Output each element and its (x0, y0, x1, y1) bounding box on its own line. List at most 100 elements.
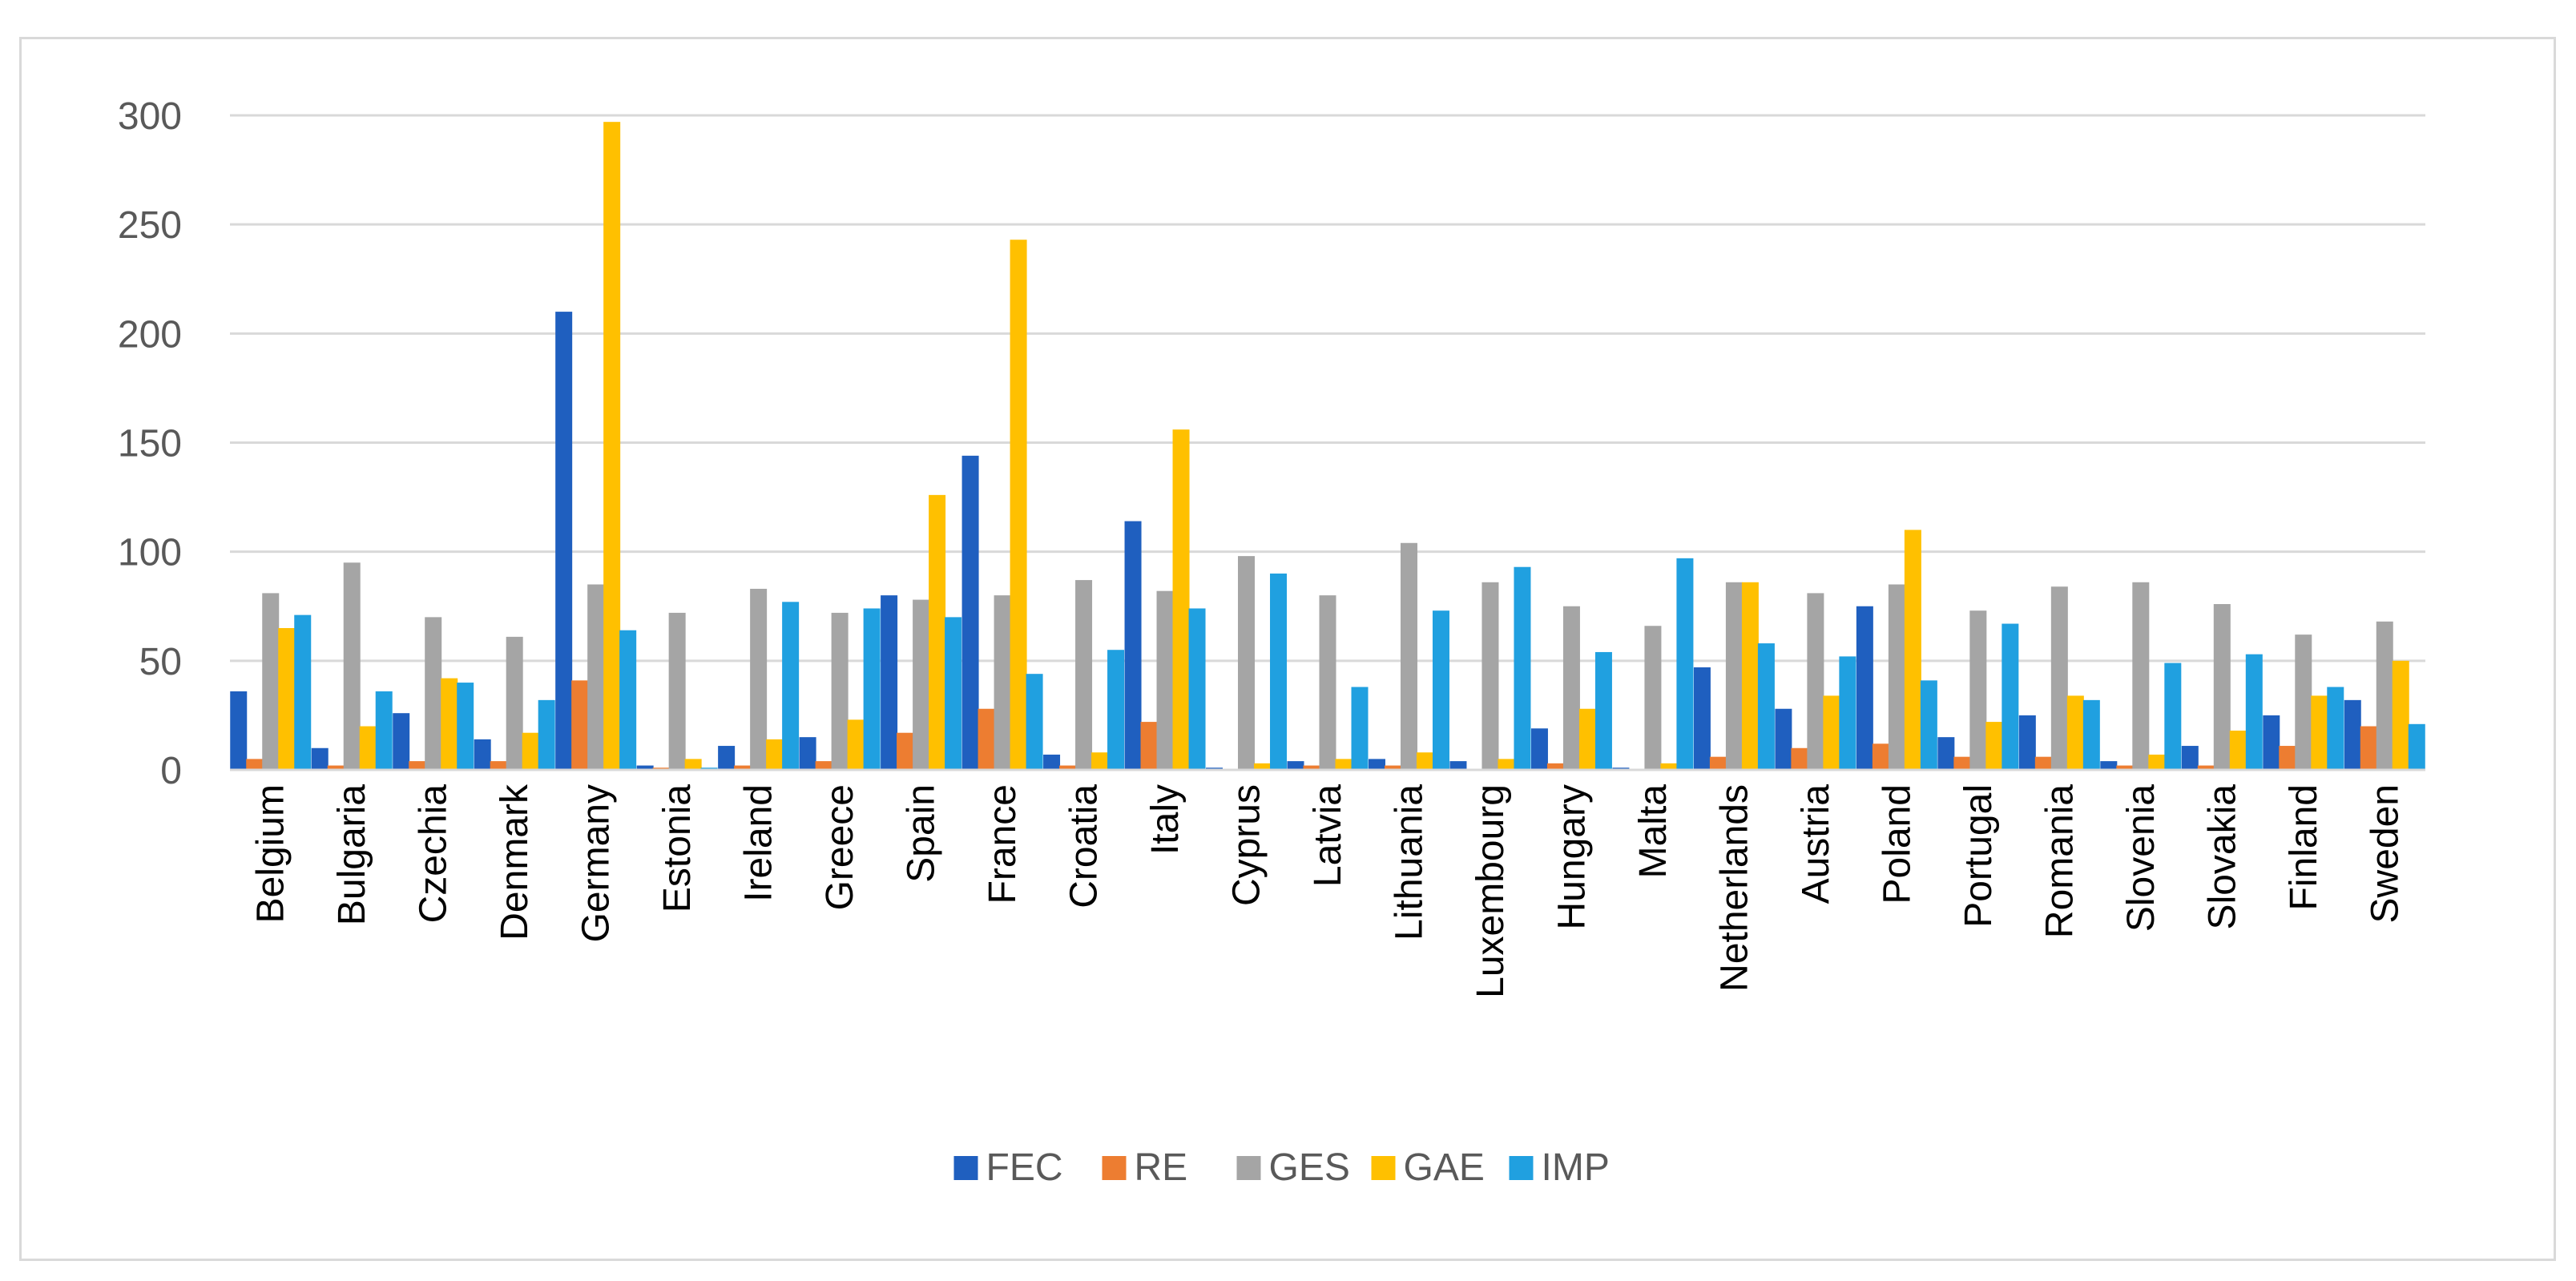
y-tick-label: 300 (118, 95, 182, 138)
bar-ges-croatia (1075, 580, 1093, 770)
bar-gae-lithuania (1416, 752, 1433, 770)
x-category-label: Slovenia (2120, 784, 2163, 932)
bar-fec-italy (1124, 521, 1142, 770)
bar-ges-spain (913, 599, 930, 770)
bar-imp-slovenia (2164, 663, 2182, 770)
bar-gae-austria (1823, 695, 1840, 770)
bar-re-slovenia (2116, 765, 2134, 770)
bar-fec-romania (2018, 715, 2036, 770)
legend-swatch-re (1102, 1156, 1127, 1180)
bar-ges-lithuania (1400, 542, 1417, 770)
bar-re-portugal (1953, 756, 1971, 770)
bar-gae-belgium (278, 627, 296, 770)
bar-re-denmark (490, 761, 507, 770)
bar-fec-denmark (474, 739, 491, 770)
bar-ges-slovenia (2132, 582, 2150, 770)
bar-gae-latvia (1335, 759, 1353, 770)
bar-gae-croatia (1091, 752, 1109, 770)
x-category-label: Belgium (250, 784, 292, 923)
bar-gae-poland (1904, 530, 1921, 770)
legend-label-re: RE (1135, 1146, 1188, 1189)
bar-fec-estonia (636, 765, 654, 770)
bar-gae-slovakia (2229, 730, 2247, 770)
bar-ges-netherlands (1725, 582, 1743, 770)
x-category-label: Hungary (1550, 784, 1593, 929)
y-tick-label: 150 (118, 423, 182, 465)
bar-ges-latvia (1319, 595, 1336, 770)
bar-fec-slovenia (2100, 761, 2118, 770)
bar-gae-sweden (2392, 660, 2409, 770)
bar-fec-czechia (393, 713, 410, 770)
bar-gae-ireland (766, 739, 784, 770)
bar-imp-croatia (1107, 650, 1125, 770)
bar-fec-finland (2263, 715, 2280, 770)
bar-fec-spain (881, 595, 898, 770)
bar-fec-poland (1856, 606, 1873, 770)
bar-imp-romania (2082, 699, 2100, 770)
bar-imp-finland (2327, 687, 2344, 770)
bar-imp-ireland (782, 602, 800, 770)
bar-gae-france (1010, 240, 1027, 770)
bar-fec-slovakia (2181, 746, 2199, 770)
bar-fec-latvia (1287, 761, 1304, 770)
bar-gae-romania (2066, 695, 2084, 770)
y-tick-label: 200 (118, 313, 182, 356)
bar-re-belgium (246, 759, 264, 770)
bar-imp-germany (619, 630, 637, 770)
x-category-label: Portugal (1957, 784, 2000, 928)
bar-fec-greece (799, 737, 816, 770)
bar-gae-greece (847, 719, 865, 770)
bar-re-austria (1791, 747, 1808, 770)
x-category-label: Sweden (2364, 784, 2406, 923)
bar-re-lithuania (1384, 765, 1401, 770)
x-category-label: Italy (1144, 784, 1187, 855)
x-category-label: Lithuania (1388, 784, 1430, 941)
x-category-label: Latvia (1307, 784, 1349, 887)
bar-imp-sweden (2408, 723, 2425, 770)
x-axis-category-labels: Belgium Bulgaria Czechia Denmark Germany Esto… (250, 784, 2407, 998)
bar-gae-spain (929, 494, 946, 770)
bar-imp-cyprus (1270, 573, 1288, 770)
bar-ges-poland (1888, 584, 1905, 770)
bar-gae-czechia (441, 678, 458, 770)
x-category-label: Austria (1795, 784, 1837, 904)
legend-swatch-ges (1236, 1156, 1261, 1180)
x-category-label: Czechia (413, 784, 455, 924)
x-category-label: Germany (575, 784, 618, 942)
legend-label-ges: GES (1269, 1146, 1350, 1189)
legend-label-gae: GAE (1404, 1146, 1485, 1189)
bar-re-ireland (734, 765, 752, 770)
bar-gae-slovenia (2148, 754, 2166, 770)
chart-frame: 0 50 100 150 200 250 300 Belgium Bulgaria Czechi… (19, 37, 2556, 1261)
bar-fec-belgium (230, 691, 248, 770)
bar-gae-hungary (1578, 708, 1596, 770)
bar-fec-germany (555, 312, 573, 771)
bar-imp-bulgaria (375, 691, 393, 770)
legend-swatch-fec (953, 1156, 978, 1180)
bar-imp-lithuania (1432, 610, 1449, 770)
bar-ges-portugal (1969, 610, 1987, 770)
legend: FEC RE GES GAE IMP (953, 1146, 1610, 1189)
x-category-label: Cyprus (1226, 784, 1268, 906)
bar-imp-greece (863, 608, 881, 770)
bars (230, 122, 2425, 771)
bar-gae-italy (1172, 429, 1190, 770)
bar-fec-lithuania (1368, 759, 1385, 770)
bar-imp-slovakia (2245, 654, 2263, 770)
bar-ges-hungary (1562, 606, 1580, 770)
bar-re-finland (2279, 746, 2296, 770)
bar-fec-luxembourg (1449, 761, 1467, 770)
bar-imp-france (1026, 674, 1043, 770)
x-category-label: France (982, 784, 1024, 904)
bar-ges-ireland (750, 588, 768, 770)
bar-re-greece (815, 761, 832, 770)
bar-ges-romania (2050, 586, 2068, 770)
x-category-label: Romania (2038, 784, 2081, 938)
x-category-label: Denmark (494, 784, 536, 941)
x-category-label: Ireland (738, 784, 780, 902)
x-category-label: Poland (1876, 784, 1918, 904)
bar-ges-germany (587, 584, 605, 770)
x-category-label: Spain (901, 784, 943, 883)
bar-imp-luxembourg (1514, 566, 1531, 770)
bar-re-romania (2034, 756, 2052, 770)
